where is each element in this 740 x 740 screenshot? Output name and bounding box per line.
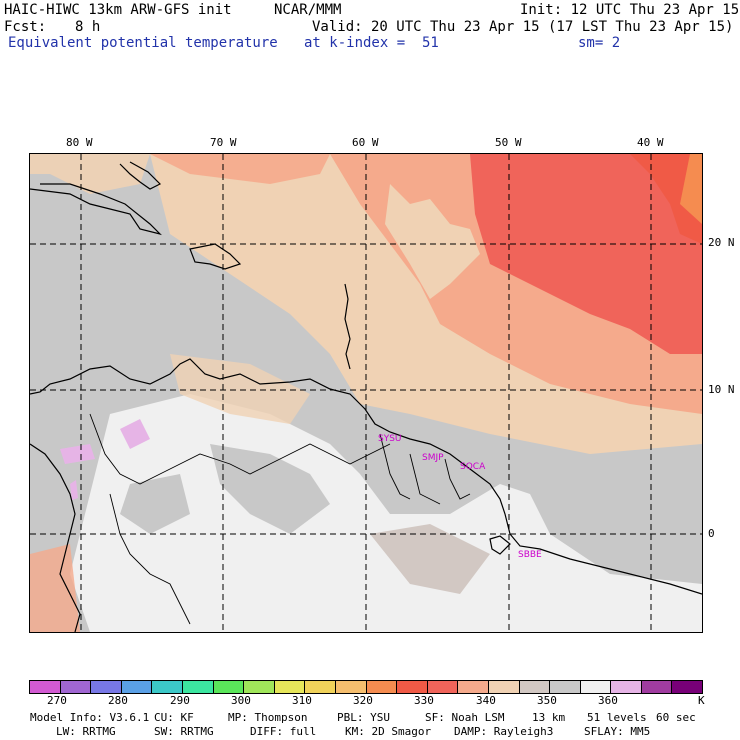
colorbar-swatch <box>152 681 183 693</box>
footer-sflay: SFLAY: MM5 <box>584 725 651 738</box>
colorbar-tick-360: 360 <box>598 694 618 707</box>
colorbar-tick-300: 300 <box>231 694 251 707</box>
colorbar-swatch <box>580 681 612 693</box>
smoothing-label: sm= 2 <box>578 35 621 51</box>
forecast-label: Fcst: <box>4 19 47 35</box>
theta-e-360-violet-3 <box>70 480 78 500</box>
colorbar-swatch <box>519 681 551 693</box>
cuba-coast <box>30 183 162 236</box>
valid-time: Valid: 20 UTC Thu 23 Apr 15 (17 LST Thu … <box>312 19 734 35</box>
theta-e-360-violet-2 <box>60 444 95 464</box>
lat-label-0: 0 <box>708 527 715 540</box>
colorbar <box>29 680 703 694</box>
colorbar-tick-350: 350 <box>537 694 557 707</box>
footer-diff: DIFF: full <box>250 725 317 738</box>
theta-e-320-ne <box>680 154 702 224</box>
footer-pbl: PBL: YSU <box>337 711 390 724</box>
station-labels: SYSU SMJP SOCA SBBE <box>378 434 542 560</box>
land-gray-patch-2 <box>370 524 490 594</box>
colorbar-swatch <box>335 681 367 693</box>
model-title: HAIC-HIWC 13km ARW-GFS init <box>4 2 232 18</box>
forecast-hour: 8 h <box>75 19 101 35</box>
footer-cu: CU: KF <box>154 711 194 724</box>
lesser-antilles <box>344 283 351 370</box>
colorbar-units: K <box>698 694 705 707</box>
colorbar-swatch <box>213 681 245 693</box>
colorbar-tick-310: 310 <box>292 694 312 707</box>
station-smjp: SMJP <box>422 453 444 463</box>
colorbar-swatch <box>244 681 275 693</box>
colorbar-swatch <box>488 681 520 693</box>
colorbar-swatch <box>91 681 122 693</box>
lat-label-10n: 10 N <box>708 383 735 396</box>
footer-resolution: 13 km <box>532 711 566 724</box>
footer-levels: 51 levels <box>587 711 647 724</box>
colorbar-swatch <box>672 681 703 693</box>
theta-e-350-patch <box>385 184 480 299</box>
land-gray-patch-3 <box>120 474 190 534</box>
border-suriname <box>409 453 441 505</box>
south-america-coast <box>30 358 702 595</box>
colorbar-swatch <box>274 681 306 693</box>
colorbar-tick-340: 340 <box>476 694 496 707</box>
map-svg: SYSU SMJP SOCA SBBE <box>30 154 702 632</box>
border-venezuela <box>89 413 391 485</box>
footer-sf: SF: Noah LSM <box>425 711 505 724</box>
org-label: NCAR/MMM <box>274 2 342 18</box>
lon-label-70w: 70 W <box>210 136 237 149</box>
footer-km: KM: 2D Smagor <box>345 725 432 738</box>
lon-label-60w: 60 W <box>352 136 379 149</box>
footer-mp: MP: Thompson <box>228 711 308 724</box>
theta-e-360-violet-1 <box>120 419 150 449</box>
hispaniola-coast <box>189 243 242 270</box>
colorbar-tick-280: 280 <box>108 694 128 707</box>
colorbar-tick-290: 290 <box>170 694 190 707</box>
footer-sw: SW: RRTMG <box>154 725 214 738</box>
colorbar-swatch <box>30 681 61 693</box>
footer-lw: LW: RRTMG <box>56 725 116 738</box>
lat-label-20n: 20 N <box>708 236 735 249</box>
colorbar-tick-330: 330 <box>414 694 434 707</box>
init-time: Init: 12 UTC Thu 23 Apr 15 <box>520 2 740 18</box>
colorbar-swatch <box>121 681 153 693</box>
colorbar-swatch <box>305 681 336 693</box>
theta-e-340-north <box>150 154 330 184</box>
colorbar-swatch <box>397 681 428 693</box>
theta-e-330-core <box>630 154 702 244</box>
border-french-guiana <box>444 458 471 500</box>
footer-model-info: Model Info: V3.6.1 <box>30 711 150 724</box>
field-name: Equivalent potential temperature <box>8 35 278 51</box>
theta-e-map: SYSU SMJP SOCA SBBE <box>29 153 703 633</box>
footer-damp: DAMP: Rayleigh3 <box>454 725 554 738</box>
theta-e-330-region <box>470 154 702 354</box>
colorbar-tick-320: 320 <box>353 694 373 707</box>
station-sysu: SYSU <box>378 434 402 444</box>
colorbar-swatch <box>550 681 581 693</box>
theta-e-340-pacific <box>30 544 80 632</box>
colorbar-swatch <box>182 681 214 693</box>
theta-e-350-venezuela <box>170 354 310 424</box>
station-sbbe: SBBE <box>518 550 542 560</box>
marajo-island <box>489 535 511 555</box>
colorbar-swatch <box>60 681 92 693</box>
colorbar-swatch <box>641 681 673 693</box>
graticule <box>30 154 702 632</box>
bahamas-coast <box>119 161 162 190</box>
colorbar-swatch <box>366 681 398 693</box>
footer-timestep: 60 sec <box>656 711 696 724</box>
colorbar-swatch <box>611 681 642 693</box>
lon-label-50w: 50 W <box>495 136 522 149</box>
station-soca: SOCA <box>460 462 486 472</box>
lon-label-40w: 40 W <box>637 136 664 149</box>
land-gray-patch-1 <box>210 444 330 534</box>
colorbar-swatch <box>458 681 489 693</box>
level-label: at k-index = 51 <box>304 35 439 51</box>
colorbar-swatch <box>427 681 459 693</box>
border-guyana <box>379 433 411 500</box>
lon-label-80w: 80 W <box>66 136 93 149</box>
colorbar-tick-270: 270 <box>47 694 67 707</box>
